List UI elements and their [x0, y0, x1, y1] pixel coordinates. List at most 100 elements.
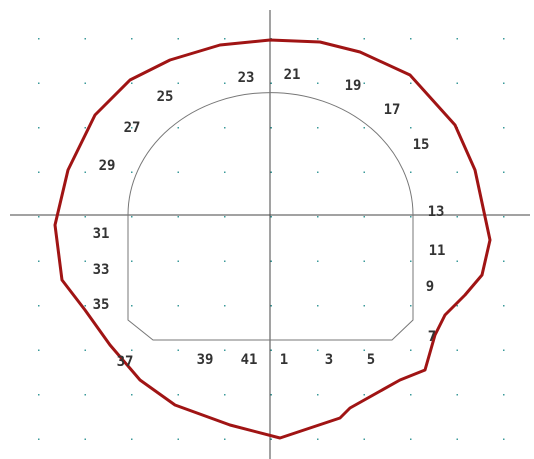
grid-dot — [177, 260, 179, 262]
grid-dot — [270, 438, 272, 440]
grid-dot — [38, 82, 40, 84]
grid-dot — [177, 127, 179, 129]
grid-dot — [131, 216, 133, 218]
point-label: 21 — [284, 67, 301, 83]
point-label: 7 — [428, 329, 436, 345]
grid-dot — [410, 394, 412, 396]
grid-dot — [410, 305, 412, 307]
grid-dot — [177, 305, 179, 307]
grid-dot — [410, 38, 412, 40]
grid-dot — [503, 349, 505, 351]
grid-dot — [131, 394, 133, 396]
grid-dot — [270, 305, 272, 307]
grid-dot — [503, 171, 505, 173]
point-label: 11 — [429, 243, 446, 259]
grid-dot — [84, 438, 86, 440]
grid-dot — [317, 82, 319, 84]
grid-dot — [317, 38, 319, 40]
grid-dot — [270, 216, 272, 218]
grid-dot — [224, 171, 226, 173]
grid-dot — [131, 438, 133, 440]
grid-dot — [503, 305, 505, 307]
point-label: 1 — [280, 352, 288, 368]
grid-dot — [84, 127, 86, 129]
grid-dot — [131, 38, 133, 40]
point-label: 29 — [99, 158, 116, 174]
dot-grid — [38, 38, 505, 440]
grid-dot — [177, 38, 179, 40]
point-label: 19 — [345, 78, 362, 94]
grid-dot — [317, 127, 319, 129]
grid-dot — [317, 438, 319, 440]
grid-dot — [224, 216, 226, 218]
grid-dot — [363, 216, 365, 218]
grid-dot — [363, 38, 365, 40]
grid-dot — [503, 216, 505, 218]
grid-dot — [410, 438, 412, 440]
grid-dot — [410, 171, 412, 173]
grid-dot — [84, 171, 86, 173]
grid-dot — [317, 171, 319, 173]
point-label: 27 — [124, 120, 141, 136]
grid-dot — [503, 394, 505, 396]
grid-dot — [177, 349, 179, 351]
grid-dot — [38, 394, 40, 396]
grid-dot — [131, 127, 133, 129]
grid-dot — [410, 349, 412, 351]
point-label: 35 — [93, 297, 110, 313]
grid-dot — [38, 216, 40, 218]
grid-dot — [84, 349, 86, 351]
grid-dot — [177, 394, 179, 396]
grid-dot — [270, 394, 272, 396]
grid-dot — [84, 82, 86, 84]
grid-dot — [456, 216, 458, 218]
grid-dot — [317, 216, 319, 218]
grid-dot — [363, 260, 365, 262]
grid-dot — [456, 349, 458, 351]
grid-dot — [503, 82, 505, 84]
grid-dot — [38, 349, 40, 351]
grid-dot — [363, 394, 365, 396]
point-label: 17 — [384, 102, 401, 118]
grid-dot — [456, 394, 458, 396]
grid-dot — [410, 82, 412, 84]
design-profile — [127, 92, 414, 341]
grid-dot — [38, 305, 40, 307]
grid-dot — [410, 260, 412, 262]
grid-dot — [456, 82, 458, 84]
point-label: 39 — [197, 352, 214, 368]
grid-dot — [131, 305, 133, 307]
grid-dot — [84, 38, 86, 40]
grid-dot — [456, 305, 458, 307]
grid-dot — [410, 216, 412, 218]
grid-dot — [503, 38, 505, 40]
point-label: 33 — [93, 262, 110, 278]
grid-dot — [317, 260, 319, 262]
measured-profile — [53, 38, 492, 440]
grid-dot — [363, 438, 365, 440]
point-label: 15 — [413, 137, 430, 153]
grid-dot — [224, 349, 226, 351]
grid-dot — [224, 438, 226, 440]
grid-dot — [270, 349, 272, 351]
grid-dot — [177, 438, 179, 440]
point-label: 13 — [428, 204, 445, 220]
point-label: 37 — [117, 354, 134, 370]
grid-dot — [456, 38, 458, 40]
grid-dot — [456, 260, 458, 262]
grid-dot — [38, 260, 40, 262]
point-label: 31 — [93, 226, 110, 242]
grid-dot — [38, 438, 40, 440]
grid-dot — [84, 305, 86, 307]
grid-dot — [270, 82, 272, 84]
grid-dot — [503, 438, 505, 440]
grid-dot — [224, 38, 226, 40]
grid-dot — [84, 394, 86, 396]
grid-dot — [224, 305, 226, 307]
grid-dot — [363, 305, 365, 307]
grid-dot — [224, 82, 226, 84]
grid-dot — [38, 171, 40, 173]
